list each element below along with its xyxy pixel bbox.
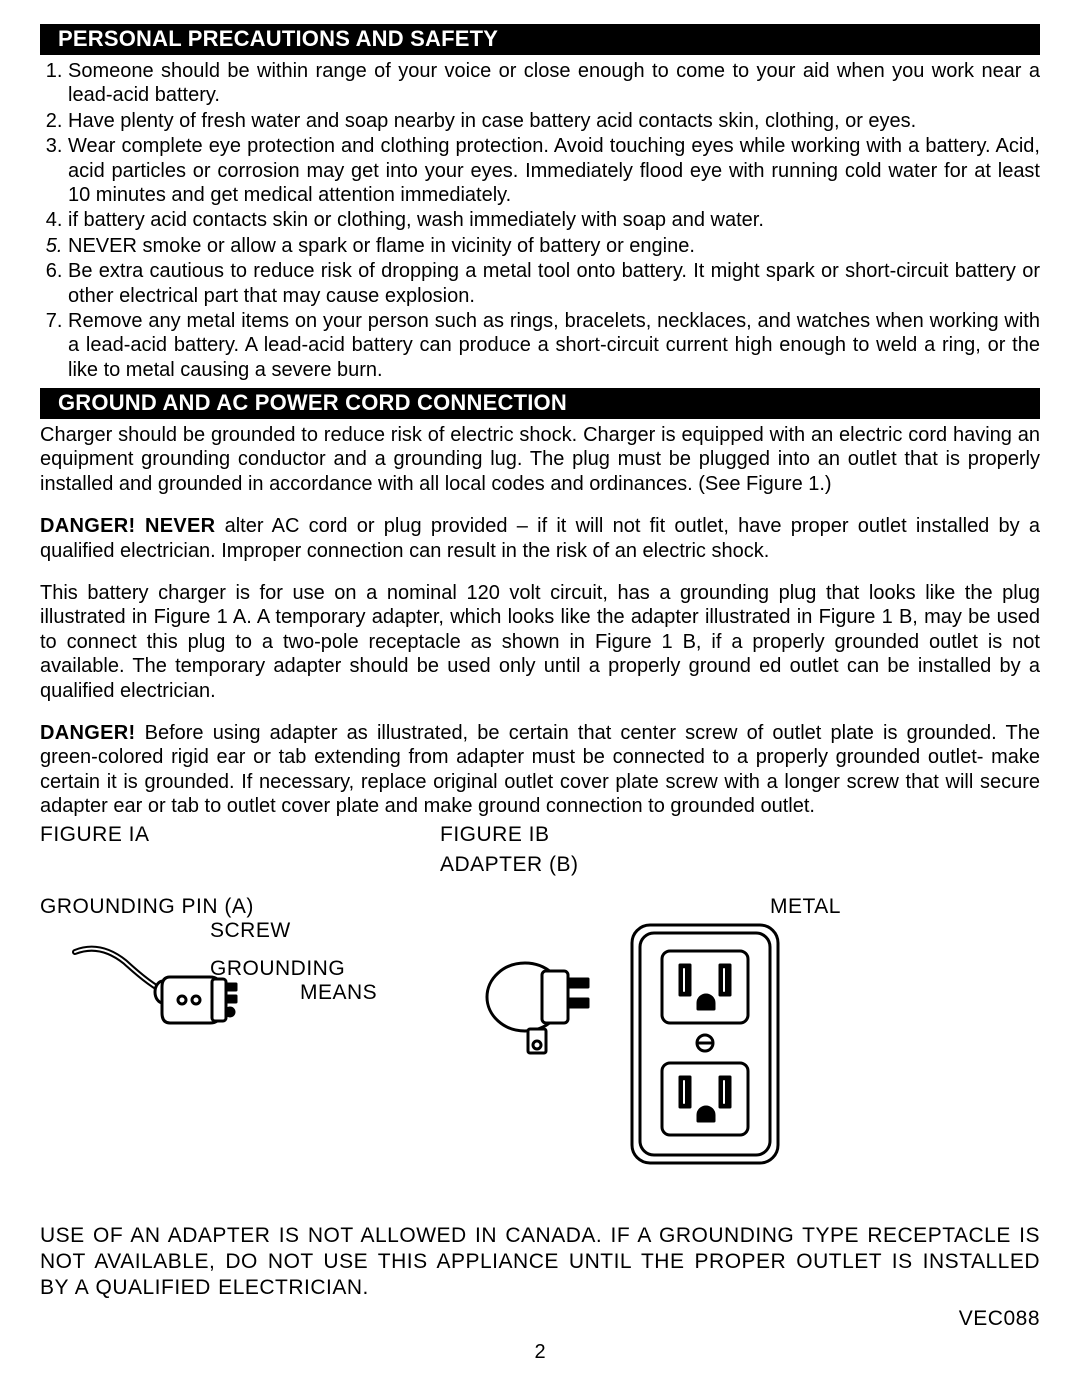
para-danger-2: DANGER! Before using adapter as illustra… — [40, 721, 1040, 819]
label-means: MEANS — [300, 981, 377, 1005]
list-item: Remove any metal items on your person su… — [68, 309, 1040, 382]
figure-area: GROUNDING PIN (A) METAL SCREW GROUNDING … — [40, 877, 1040, 1207]
para-ground-intro: Charger should be grounded to reduce ris… — [40, 423, 1040, 496]
document-page: PERSONAL PRECAUTIONS AND SAFETY Someone … — [0, 0, 1080, 1397]
outlet-illustration — [620, 917, 790, 1183]
canada-notice: USE OF AN ADAPTER IS NOT ALLOWED IN CANA… — [40, 1223, 1040, 1302]
list-item-text: if battery acid contacts skin or clothin… — [68, 208, 1040, 232]
list-item-text: Have plenty of fresh water and soap near… — [68, 109, 1040, 133]
label-grounding-pin: GROUNDING PIN (A) — [40, 895, 254, 919]
list-item: if battery acid contacts skin or clothin… — [68, 208, 1040, 232]
list-item-text: Wear complete eye protection and clothin… — [68, 134, 1040, 207]
list-item-text: Be extra cautious to reduce risk of drop… — [68, 259, 1040, 308]
para-adapter-info: This battery charger is for use on a nom… — [40, 581, 1040, 703]
model-number: VEC088 — [40, 1307, 1040, 1331]
figure-b-adapter-label: ADAPTER (B) — [440, 853, 1040, 877]
list-item-text: Remove any metal items on your person su… — [68, 309, 1040, 382]
list-item: Be extra cautious to reduce risk of drop… — [68, 259, 1040, 308]
list-item-text: NEVER smoke or allow a spark or flame in… — [68, 234, 1040, 258]
list-item: Someone should be within range of your v… — [68, 59, 1040, 108]
figure-b-title: FIGURE IB — [440, 823, 1040, 847]
precautions-list: Someone should be within range of your v… — [40, 59, 1040, 382]
label-metal: METAL — [770, 895, 841, 919]
para-danger-1: DANGER! NEVER alter AC cord or plug prov… — [40, 514, 1040, 563]
list-item: Have plenty of fresh water and soap near… — [68, 109, 1040, 133]
figure-title-row: FIGURE IA FIGURE IB ADAPTER (B) — [40, 823, 1040, 877]
list-item: NEVER smoke or allow a spark or flame in… — [68, 234, 1040, 258]
danger-label: DANGER! — [40, 722, 135, 744]
list-item-text: Someone should be within range of your v… — [68, 59, 1040, 108]
danger-text: Before using adapter as illustrated, be … — [40, 722, 1040, 817]
list-item: Wear complete eye protection and clothin… — [68, 134, 1040, 207]
section-header-precautions: PERSONAL PRECAUTIONS AND SAFETY — [40, 24, 1040, 55]
plug-illustration — [70, 937, 240, 1053]
adapter-illustration — [470, 947, 610, 1073]
section-header-ground: GROUND AND AC POWER CORD CONNECTION — [40, 388, 1040, 419]
danger-label: DANGER! NEVER — [40, 515, 215, 537]
page-number: 2 — [40, 1341, 1040, 1364]
figure-a-title: FIGURE IA — [40, 823, 440, 847]
